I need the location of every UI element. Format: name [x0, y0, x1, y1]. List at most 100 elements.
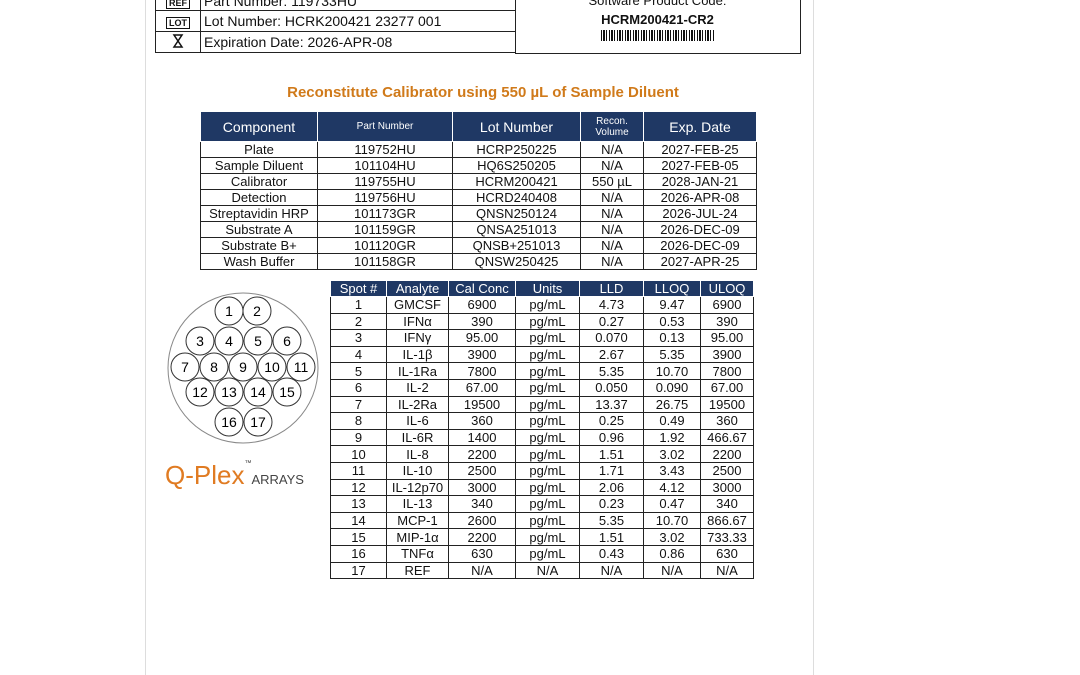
row: 6 IL-2 67.00 pg/mL 0.050 0.090 67.00 — [330, 378, 754, 397]
cell: 0.23 — [579, 495, 644, 513]
row: Sample Diluent 101104HU HQ6S250205 N/A 2027-… — [200, 157, 757, 174]
spot — [214, 377, 244, 407]
software-code: HCRM200421-CR2 — [601, 12, 714, 27]
row: 9 IL-6R 1400 pg/mL 0.96 1.92 466.67 — [330, 428, 754, 447]
header-text: Part Number: 119733HU — [200, 0, 516, 11]
cell: 2500 — [700, 461, 754, 480]
cell: 2026-APR-08 — [643, 189, 757, 206]
cell: 101120GR — [317, 237, 453, 254]
row: 1 GMCSF 6900 pg/mL 4.73 9.47 6900 — [330, 296, 754, 314]
hourglass-icon — [172, 33, 184, 48]
cell: pg/mL — [515, 544, 580, 563]
cell: 7800 — [448, 362, 516, 380]
spot-label: 14 — [250, 384, 266, 400]
cell: IFNα — [386, 312, 449, 331]
cell: 95.00 — [700, 329, 754, 347]
cell: 13.37 — [579, 395, 644, 414]
cell: 13 — [330, 495, 387, 513]
cell: 2200 — [700, 445, 754, 463]
cell: 2026-DEC-09 — [643, 221, 757, 238]
column-header: Lot Number — [452, 111, 581, 142]
cell: 1.51 — [579, 528, 644, 546]
cell: MIP-1α — [386, 528, 449, 546]
cell: 0.070 — [579, 329, 644, 347]
spot-label: 12 — [192, 384, 208, 400]
cell: IL-2Ra — [386, 395, 449, 414]
cell: HCRM200421 — [452, 173, 581, 190]
spot-label: 9 — [239, 359, 247, 375]
cell: 95.00 — [448, 329, 516, 347]
cell: 5.35 — [579, 362, 644, 380]
cell: 3000 — [700, 478, 754, 497]
spot-label: 10 — [264, 359, 280, 375]
spot — [228, 352, 258, 382]
cell: HCRP250225 — [452, 141, 581, 158]
cell: pg/mL — [515, 362, 580, 380]
column-header: Analyte — [386, 280, 449, 297]
cell: N/A — [643, 561, 701, 580]
cell: 3.02 — [643, 528, 701, 546]
cell: 3.02 — [643, 445, 701, 463]
spot-label: 3 — [196, 333, 204, 349]
cell: 0.13 — [643, 329, 701, 347]
cell: 0.27 — [579, 312, 644, 331]
cell: 360 — [448, 412, 516, 430]
cell: IL-1β — [386, 345, 449, 364]
spot-label: 1 — [225, 303, 233, 319]
column-header: ULOQ — [700, 280, 754, 297]
cell: 6900 — [700, 296, 754, 314]
cell: 0.25 — [579, 412, 644, 430]
cell: 17 — [330, 561, 387, 580]
cell: IL-6R — [386, 428, 449, 447]
row: 4 IL-1β 3900 pg/mL 2.67 5.35 3900 — [330, 345, 754, 364]
cell: 101158GR — [317, 253, 453, 270]
cell: IL-13 — [386, 495, 449, 513]
row: 8 IL-6 360 pg/mL 0.25 0.49 360 — [330, 412, 754, 430]
icon-cell: REF — [155, 0, 201, 11]
spot — [257, 352, 287, 382]
row: Streptavidin HRP 101173GR QNSN250124 N/A 202… — [200, 205, 757, 222]
cell: 550 µL — [580, 173, 644, 190]
software-box: Software Product Code: HCRM200421-CR2 — [515, 0, 801, 54]
cell: 1.51 — [579, 445, 644, 463]
cell: 0.47 — [643, 495, 701, 513]
cell: 101173GR — [317, 205, 453, 222]
cell: 26.75 — [643, 395, 701, 414]
spot — [286, 352, 316, 382]
cell: Streptavidin HRP — [200, 205, 318, 222]
cell: pg/mL — [515, 428, 580, 447]
cell: 15 — [330, 528, 387, 546]
cell: 67.00 — [700, 378, 754, 397]
spot — [214, 326, 244, 356]
spot — [185, 377, 215, 407]
cell: 2027-FEB-25 — [643, 141, 757, 158]
spot — [243, 407, 273, 437]
cell: Sample Diluent — [200, 157, 318, 174]
spot-label: 2 — [253, 303, 261, 319]
cell: N/A — [580, 205, 644, 222]
cell: 0.49 — [643, 412, 701, 430]
logo: Q-Plex™ ARRAYS — [165, 460, 304, 491]
cell: MCP-1 — [386, 511, 449, 530]
cell: 19500 — [700, 395, 754, 414]
cell: 2600 — [448, 511, 516, 530]
cell: N/A — [580, 237, 644, 254]
cell: IFNγ — [386, 329, 449, 347]
cell: 2027-APR-25 — [643, 253, 757, 270]
header-row: Component Part Number Lot Number Recon. Vol… — [200, 111, 757, 142]
spot-label: 4 — [225, 333, 233, 349]
row: 12 IL-12p70 3000 pg/mL 2.06 4.12 3000 — [330, 478, 754, 497]
cell: pg/mL — [515, 296, 580, 314]
cell: N/A — [580, 221, 644, 238]
cell: 340 — [700, 495, 754, 513]
spot-label: 5 — [254, 333, 262, 349]
row: 15 MIP-1α 2200 pg/mL 1.51 3.02 733.33 — [330, 528, 754, 546]
cell: 10.70 — [643, 362, 701, 380]
cell: IL-8 — [386, 445, 449, 463]
header-table: REF Part Number: 119733HU LOT Lot Number: H… — [155, 0, 516, 53]
cell: 5.35 — [579, 511, 644, 530]
row: 5 IL-1Ra 7800 pg/mL 5.35 10.70 7800 — [330, 362, 754, 380]
spot-label: 17 — [250, 414, 266, 430]
column-header: LLOQ — [643, 280, 701, 297]
row: 17 REF N/A N/A N/A N/A N/A — [330, 561, 754, 580]
